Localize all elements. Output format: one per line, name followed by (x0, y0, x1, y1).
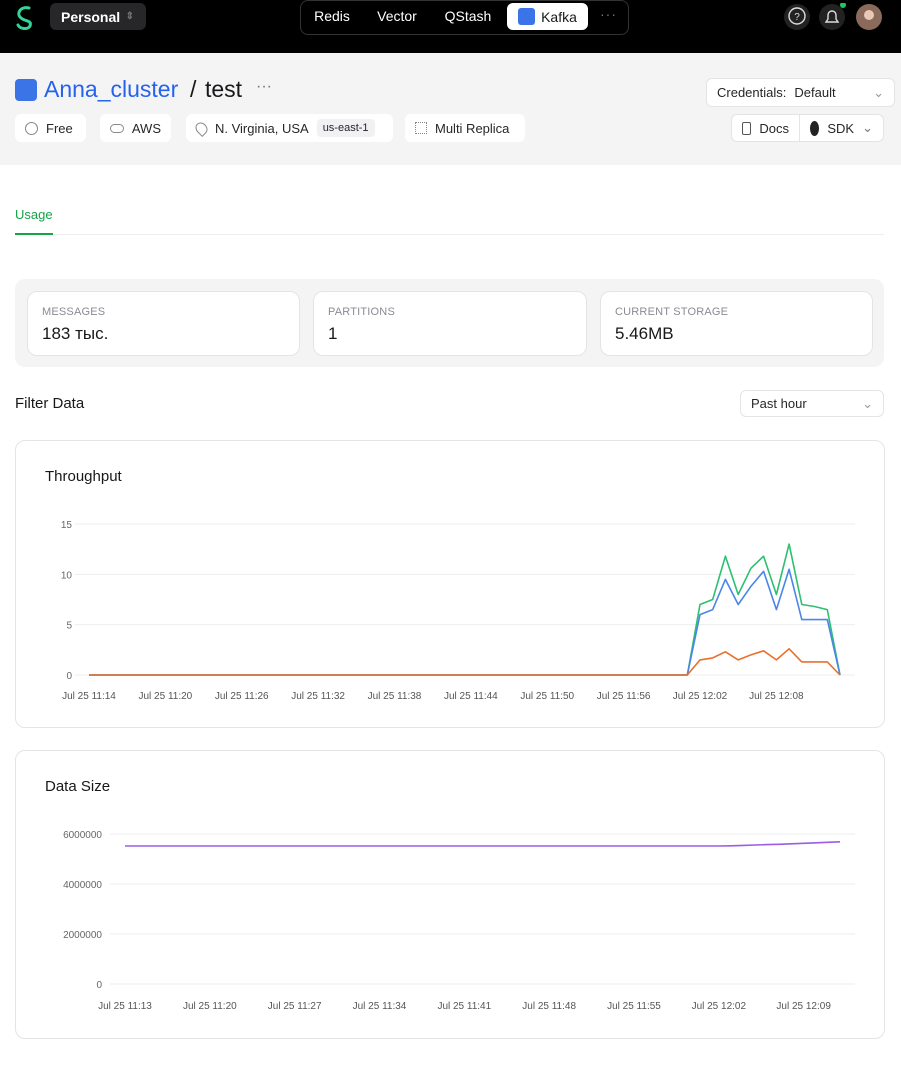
cluster-icon (15, 79, 37, 101)
x-tick-label: Jul 25 11:13 (98, 1001, 152, 1012)
stat-card: CURRENT STORAGE 5.46MB (600, 291, 873, 356)
data-line (125, 841, 841, 847)
x-tick-label: Jul 25 11:48 (522, 1001, 576, 1012)
x-tick-label: Jul 25 12:09 (776, 1001, 831, 1012)
badge: N. Virginia, USA us-east-1 (186, 114, 393, 142)
x-tick-label: Jul 25 11:55 (607, 1001, 661, 1012)
cluster-name[interactable]: Anna_cluster (44, 76, 179, 102)
badge: AWS (100, 114, 171, 142)
chart-title: Throughput (45, 468, 123, 485)
y-tick-label: 0 (66, 671, 72, 682)
header (0, 53, 901, 165)
x-tick-label: Jul 25 11:20 (183, 1001, 237, 1012)
kafka-icon (518, 8, 536, 25)
x-tick-label: Jul 25 11:38 (368, 691, 422, 702)
x-tick-label: Jul 25 11:44 (444, 691, 498, 702)
y-tick-label: 15 (61, 520, 73, 531)
workspace-name: Personal (61, 8, 121, 25)
data-line (89, 568, 841, 676)
period-select[interactable]: Past hour ⌄ (740, 390, 884, 417)
top-icons: ? (784, 3, 882, 30)
product-tab[interactable]: Vector (377, 8, 417, 24)
more-icon[interactable]: ··· (600, 6, 617, 22)
tab-indicator (15, 233, 53, 235)
x-tick-label: Jul 25 12:08 (749, 691, 804, 702)
x-tick-label: Jul 25 11:27 (268, 1001, 322, 1012)
stat-label: MESSAGES (42, 306, 106, 318)
stat-label: CURRENT STORAGE (615, 306, 729, 318)
notifications[interactable] (819, 4, 845, 30)
data-size-chart: Data Size 0 2000000 4000000 6000000 Jul 25 11… (45, 778, 855, 1012)
chart-card (15, 440, 885, 728)
y-tick-label: 10 (61, 570, 73, 581)
product-tab[interactable]: QStash (444, 8, 492, 24)
x-tick-label: Jul 25 11:56 (597, 691, 651, 702)
breadcrumb-separator: / (190, 76, 197, 102)
badge: Free (15, 114, 86, 142)
stat-value: 1 (328, 324, 338, 343)
svg-text:?: ? (794, 12, 800, 23)
tab-divider (15, 234, 884, 235)
x-tick-label: Jul 25 11:50 (520, 691, 574, 702)
logo (16, 6, 32, 30)
x-tick-label: Jul 25 12:02 (673, 691, 728, 702)
y-tick-label: 4000000 (63, 880, 102, 891)
x-tick-label: Jul 25 11:20 (138, 691, 192, 702)
chart-card (15, 750, 885, 1039)
stat-value: 5.46MB (615, 324, 674, 343)
product-tabs (300, 0, 629, 35)
product-tab[interactable]: Redis (314, 8, 350, 24)
data-line (89, 543, 841, 676)
stat-label: PARTITIONS (328, 306, 395, 318)
region-chip: us-east-1 (316, 119, 375, 137)
x-tick-label: Jul 25 11:34 (353, 1001, 407, 1012)
y-tick-label: 2000000 (63, 930, 102, 941)
x-tick-label: Jul 25 11:26 (215, 691, 269, 702)
topic-name: test (205, 76, 243, 102)
product-tab-active[interactable]: Kafka (507, 3, 588, 30)
product-label: Kafka (541, 8, 577, 25)
x-tick-label: Jul 25 11:32 (291, 691, 345, 702)
y-tick-label: 6000000 (63, 830, 102, 841)
x-tick-label: Jul 25 11:41 (437, 1001, 491, 1012)
x-tick-label: Jul 25 12:02 (692, 1001, 747, 1012)
x-tick-label: Jul 25 11:14 (62, 691, 116, 702)
top-bar (0, 0, 901, 53)
workspace-switch[interactable]: Personal ⇕ (50, 3, 146, 30)
y-tick-label: 5 (66, 621, 72, 632)
stat-card: PARTITIONS 1 (313, 291, 587, 356)
stat-value: 183 тыс. (42, 324, 109, 343)
chart-title: Data Size (45, 778, 110, 795)
tab-active[interactable]: Usage (15, 207, 53, 222)
more-icon[interactable]: ··· (256, 78, 272, 95)
filter-title: Filter Data (15, 395, 85, 412)
credentials-select[interactable]: Credentials: Default ⌄ (706, 78, 895, 107)
throughput-chart: Throughput 0 5 10 15 Jul 25 11:14 Jul 25 11:20… (45, 468, 855, 702)
y-tick-label: 0 (96, 980, 102, 991)
badge: Multi Replica (405, 114, 525, 142)
stat-card: MESSAGES 183 тыс. (27, 291, 300, 356)
sdk-button[interactable]: SDK ⌄ (799, 114, 884, 142)
docs-button[interactable]: Docs (731, 114, 800, 142)
data-line (89, 648, 841, 676)
